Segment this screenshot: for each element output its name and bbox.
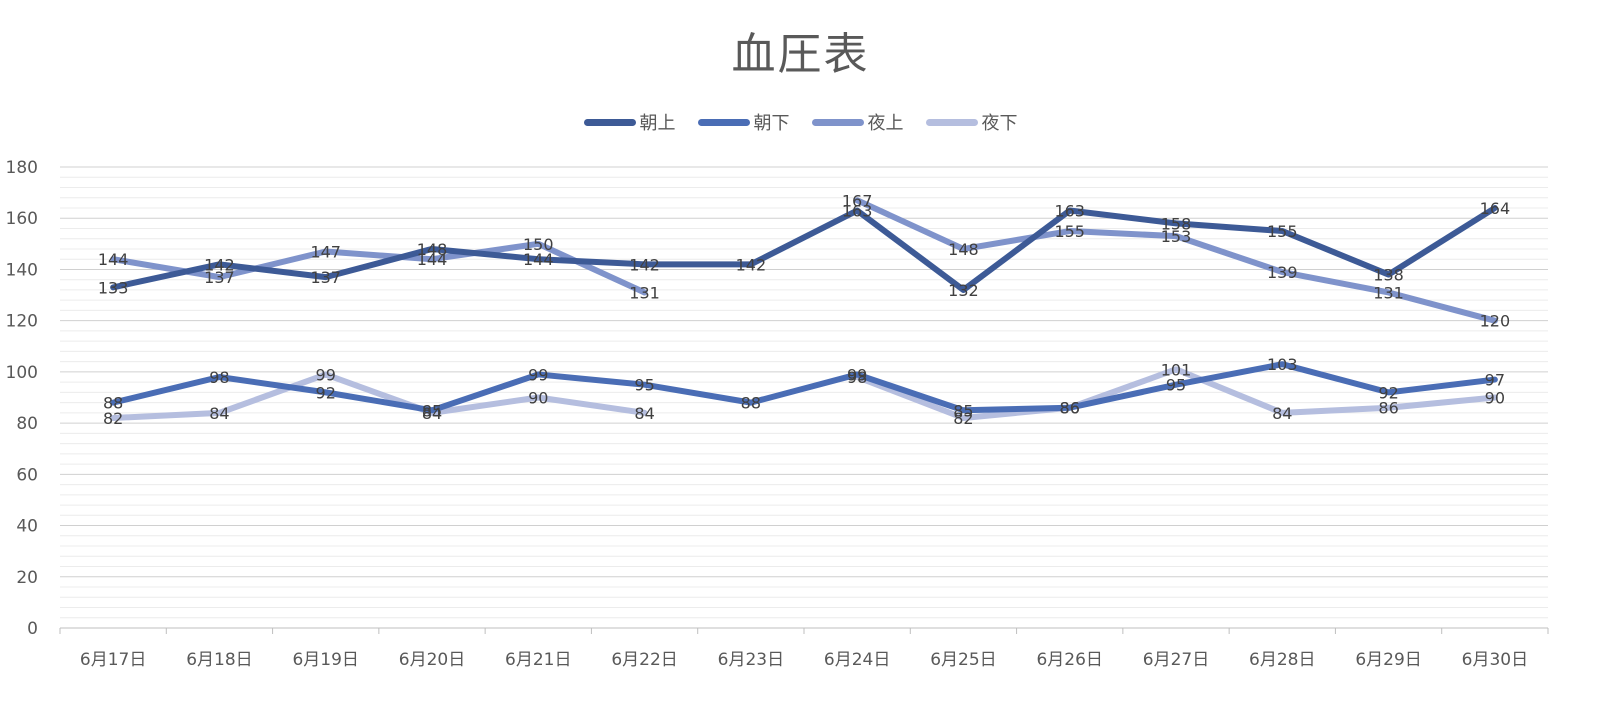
data-label: 144 bbox=[523, 250, 554, 269]
x-tick-label: 6月21日 bbox=[505, 650, 571, 670]
data-label: 133 bbox=[98, 278, 129, 297]
data-label: 131 bbox=[1373, 283, 1404, 302]
data-label: 101 bbox=[1161, 360, 1192, 379]
legend-label: 夜上 bbox=[867, 113, 904, 134]
data-label: 95 bbox=[1166, 376, 1186, 395]
data-label: 92 bbox=[1378, 383, 1398, 402]
x-tick-label: 6月22日 bbox=[611, 650, 677, 670]
legend-swatch bbox=[925, 118, 978, 126]
y-tick-label: 40 bbox=[16, 517, 38, 537]
data-label: 138 bbox=[1373, 266, 1404, 285]
data-label: 137 bbox=[310, 268, 341, 287]
x-tick-label: 6月20日 bbox=[399, 650, 465, 670]
x-tick-label: 6月26日 bbox=[1036, 650, 1102, 670]
y-tick-label: 140 bbox=[6, 260, 38, 280]
legend-label: 夜下 bbox=[981, 113, 1018, 134]
x-tick-label: 6月27日 bbox=[1143, 650, 1209, 670]
y-tick-label: 80 bbox=[16, 414, 38, 434]
y-tick-label: 120 bbox=[6, 312, 38, 332]
data-label: 97 bbox=[1485, 371, 1505, 390]
y-tick-label: 0 bbox=[27, 619, 38, 639]
x-tick-label: 6月23日 bbox=[718, 650, 784, 670]
x-tick-label: 6月30日 bbox=[1462, 650, 1528, 670]
data-label: 167 bbox=[842, 191, 873, 210]
data-label: 86 bbox=[1060, 399, 1080, 418]
x-tick-label: 6月18日 bbox=[186, 650, 252, 670]
data-label: 150 bbox=[523, 235, 554, 254]
data-label: 99 bbox=[316, 365, 336, 384]
x-tick-label: 6月25日 bbox=[930, 650, 996, 670]
x-tick-label: 6月29日 bbox=[1355, 650, 1421, 670]
data-label: 131 bbox=[629, 283, 660, 302]
data-label: 82 bbox=[953, 409, 973, 428]
data-label: 148 bbox=[948, 240, 979, 259]
series-line-3 bbox=[110, 197, 1498, 324]
data-label: 98 bbox=[847, 368, 867, 387]
y-tick-label: 100 bbox=[6, 363, 38, 383]
data-label: 98 bbox=[209, 368, 229, 387]
data-label: 95 bbox=[634, 376, 654, 395]
data-label: 153 bbox=[1161, 227, 1192, 246]
data-label: 85 bbox=[422, 401, 442, 420]
data-label: 144 bbox=[98, 250, 129, 269]
series-line-2 bbox=[110, 361, 1498, 414]
legend: 朝上 朝下 夜上 夜下 bbox=[0, 108, 1601, 136]
data-label: 155 bbox=[1267, 222, 1298, 241]
data-label: 86 bbox=[1060, 399, 1080, 418]
data-label: 99 bbox=[528, 365, 548, 384]
legend-label: 朝上 bbox=[639, 113, 676, 134]
data-label: 92 bbox=[316, 383, 336, 402]
data-label: 132 bbox=[948, 281, 979, 300]
data-label: 84 bbox=[634, 404, 654, 423]
data-label: 164 bbox=[1480, 199, 1511, 218]
data-label: 144 bbox=[417, 250, 448, 269]
data-label: 90 bbox=[528, 389, 548, 408]
data-label: 84 bbox=[422, 404, 442, 423]
y-tick-label: 180 bbox=[6, 158, 38, 178]
x-tick-label: 6月19日 bbox=[292, 650, 358, 670]
legend-swatch bbox=[583, 118, 636, 126]
data-label: 99 bbox=[847, 365, 867, 384]
legend-item-series-1[interactable]: 朝上 bbox=[583, 109, 676, 135]
data-label: 84 bbox=[209, 404, 229, 423]
y-tick-label: 60 bbox=[16, 465, 38, 485]
data-label: 137 bbox=[204, 268, 235, 287]
data-label: 84 bbox=[1272, 404, 1292, 423]
legend-item-series-2[interactable]: 朝下 bbox=[697, 109, 790, 135]
data-label: 88 bbox=[103, 394, 123, 413]
data-label: 148 bbox=[417, 240, 448, 259]
legend-item-series-4[interactable]: 夜下 bbox=[925, 109, 1018, 135]
series-line-1 bbox=[110, 204, 1498, 293]
data-label: 103 bbox=[1267, 355, 1298, 374]
data-label: 88 bbox=[741, 394, 761, 413]
data-label: 120 bbox=[1480, 312, 1511, 331]
data-label: 142 bbox=[736, 255, 767, 274]
chart-title: 血圧表 bbox=[731, 29, 870, 80]
data-label: 85 bbox=[953, 401, 973, 420]
data-label: 155 bbox=[1054, 222, 1085, 241]
y-tick-label: 160 bbox=[6, 209, 38, 229]
legend-swatch bbox=[697, 118, 750, 126]
data-label: 90 bbox=[1485, 389, 1505, 408]
data-label: 147 bbox=[310, 243, 341, 262]
data-label: 163 bbox=[1054, 202, 1085, 221]
data-label: 163 bbox=[842, 202, 873, 221]
y-tick-label: 20 bbox=[16, 568, 38, 588]
data-label: 86 bbox=[1378, 399, 1398, 418]
x-tick-label: 6月28日 bbox=[1249, 650, 1315, 670]
legend-swatch bbox=[811, 118, 864, 126]
x-tick-label: 6月17日 bbox=[80, 650, 146, 670]
data-label: 158 bbox=[1161, 214, 1192, 233]
x-tick-label: 6月24日 bbox=[824, 650, 890, 670]
legend-item-series-3[interactable]: 夜上 bbox=[811, 109, 904, 135]
data-label: 82 bbox=[103, 409, 123, 428]
series-line-4 bbox=[110, 366, 1498, 421]
data-label: 142 bbox=[204, 255, 235, 274]
legend-label: 朝下 bbox=[753, 113, 790, 134]
data-label: 139 bbox=[1267, 263, 1298, 282]
data-label: 142 bbox=[629, 255, 660, 274]
